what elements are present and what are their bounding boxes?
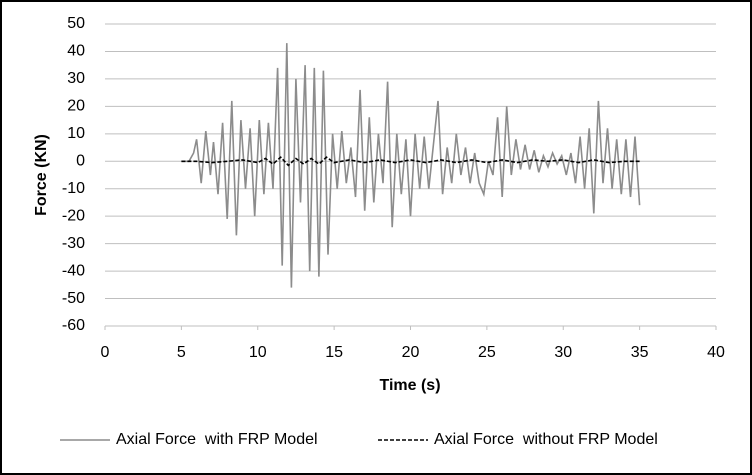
y-tick-label: -50 — [62, 290, 85, 307]
y-tick-label: 0 — [76, 152, 85, 169]
x-tick-label: 10 — [249, 344, 267, 361]
y-tick-label: 30 — [67, 70, 85, 87]
y-tick-label: -60 — [62, 317, 85, 334]
legend-label: Axial Force with FRP Model — [116, 431, 318, 448]
y-tick-label: 20 — [67, 98, 85, 115]
y-tick-label: -40 — [62, 262, 85, 279]
y-tick-label: -30 — [62, 235, 85, 252]
x-tick-label: 5 — [177, 344, 186, 361]
y-axis-title: Force (KN) — [33, 134, 50, 216]
series-line — [181, 156, 640, 167]
x-tick-label: 30 — [554, 344, 572, 361]
y-tick-label: 50 — [67, 15, 85, 32]
legend-label: Axial Force without FRP Model — [434, 431, 658, 448]
x-tick-label: 25 — [478, 344, 496, 361]
y-tick-label: 40 — [67, 43, 85, 60]
y-tick-label: 10 — [67, 125, 85, 142]
x-tick-label: 0 — [101, 344, 110, 361]
x-axis-title: Time (s) — [379, 377, 440, 394]
x-tick-label: 20 — [402, 344, 420, 361]
x-tick-label: 35 — [631, 344, 649, 361]
y-tick-label: -20 — [62, 207, 85, 224]
series-line — [181, 43, 641, 288]
y-tick-label: -10 — [62, 180, 85, 197]
x-tick-label: 15 — [325, 344, 343, 361]
x-tick-label: 40 — [707, 344, 725, 361]
